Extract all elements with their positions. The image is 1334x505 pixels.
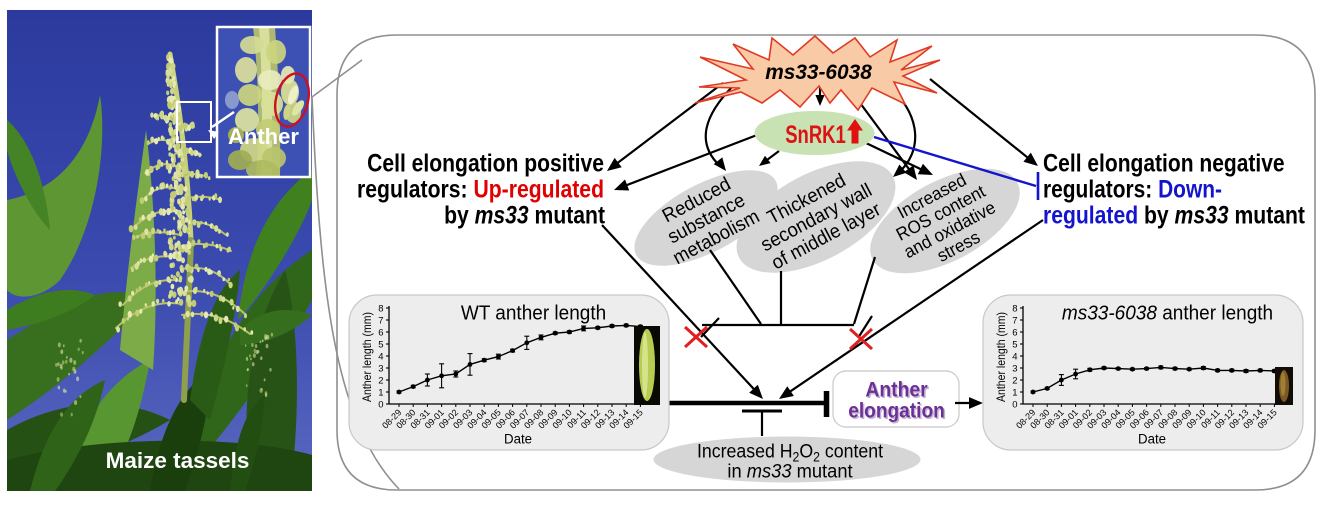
svg-text:by ms33 mutant: by ms33 mutant	[444, 201, 605, 229]
svg-text:8: 8	[378, 303, 383, 314]
svg-text:2: 2	[378, 375, 383, 386]
svg-text:Date: Date	[1138, 431, 1166, 446]
svg-text:Cell elongation positive: Cell elongation positive	[367, 149, 604, 177]
svg-text:WT anther length: WT anther length	[461, 302, 606, 325]
svg-text:ms33-6038 anther length: ms33-6038 anther length	[1062, 302, 1273, 325]
svg-text:elongation: elongation	[848, 400, 945, 423]
svg-text:regulated by ms33 mutant: regulated by ms33 mutant	[1043, 201, 1305, 229]
svg-text:Cell elongation negative: Cell elongation negative	[1043, 149, 1285, 177]
svg-text:4: 4	[1012, 351, 1017, 362]
svg-text:1: 1	[378, 387, 383, 398]
svg-text:in ms33 mutant: in ms33 mutant	[727, 461, 853, 483]
svg-text:6: 6	[1012, 327, 1017, 338]
svg-text:7: 7	[378, 315, 383, 326]
svg-text:3: 3	[1012, 363, 1017, 374]
svg-text:Anther: Anther	[865, 379, 927, 402]
svg-text:8: 8	[1012, 303, 1017, 314]
svg-text:1: 1	[1012, 387, 1017, 398]
svg-text:Anther: Anther	[228, 124, 299, 149]
svg-text:elongation: elongation	[850, 401, 947, 424]
svg-text:Maize tassels: Maize tassels	[106, 448, 250, 473]
svg-text:regulators: Down-: regulators: Down-	[1043, 175, 1222, 203]
svg-text:3: 3	[378, 363, 383, 374]
svg-text:Increased H2O2 content: Increased H2O2 content	[697, 440, 884, 465]
svg-text:ms33-6038: ms33-6038	[765, 61, 872, 84]
svg-text:Anther length (mm): Anther length (mm)	[996, 312, 1009, 402]
svg-text:Anther: Anther	[867, 380, 929, 403]
svg-text:Anther length (mm): Anther length (mm)	[362, 312, 375, 402]
svg-text:2: 2	[1012, 375, 1017, 386]
svg-text:Date: Date	[504, 431, 532, 446]
svg-text:5: 5	[378, 339, 383, 350]
svg-text:6: 6	[378, 327, 383, 338]
svg-text:0: 0	[378, 399, 383, 410]
svg-text:5: 5	[1012, 339, 1017, 350]
svg-text:0: 0	[1012, 399, 1017, 410]
svg-text:7: 7	[1012, 315, 1017, 326]
svg-text:SnRK1: SnRK1	[785, 120, 846, 148]
svg-text:4: 4	[378, 351, 383, 362]
svg-text:regulators: Up-regulated: regulators: Up-regulated	[357, 175, 604, 203]
